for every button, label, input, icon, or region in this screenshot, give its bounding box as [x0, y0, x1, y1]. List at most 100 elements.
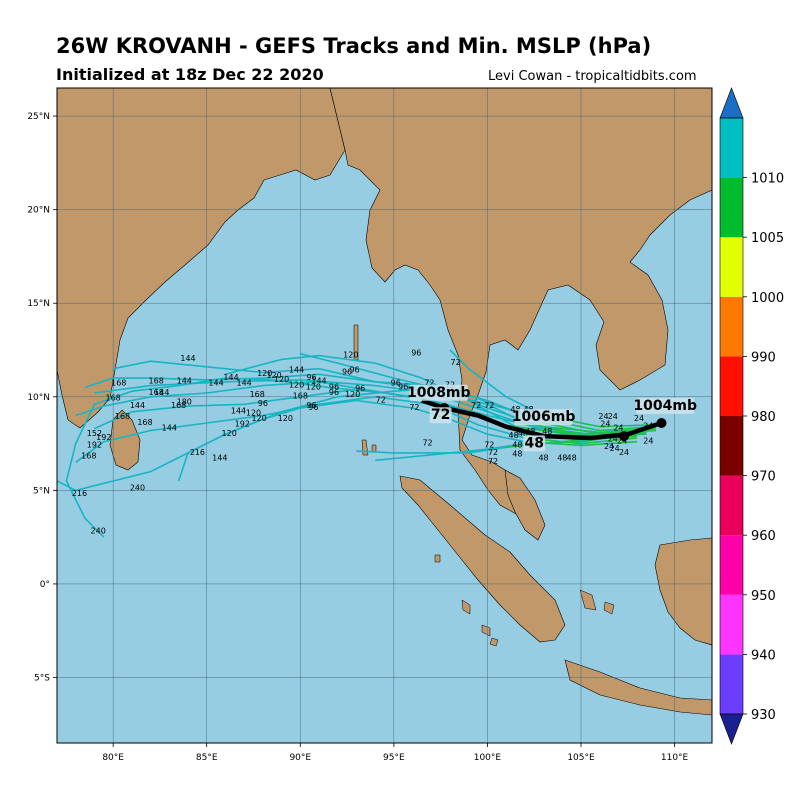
- mean-track-point: [656, 417, 667, 428]
- sumatra: [399, 475, 566, 643]
- mean-label-background: [429, 407, 452, 424]
- forecast-hour-label: 168: [106, 394, 121, 403]
- colorbar-under-arrow: [719, 713, 744, 745]
- colorbar-segment: [720, 654, 743, 714]
- forecast-hour-label: 72: [422, 438, 432, 447]
- forecast-hour-label: 24: [617, 437, 627, 446]
- forecast-hour-label: 48: [512, 440, 522, 449]
- mean-track-point: [619, 431, 630, 442]
- forecast-hour-label: 48: [567, 453, 577, 462]
- forecast-hour-label: 216: [190, 448, 205, 457]
- forecast-hour-label: 144: [154, 388, 169, 397]
- forecast-hour-label: 72: [376, 395, 386, 404]
- mean-track-label: 1004mb: [633, 398, 697, 414]
- forecast-hour-label: 48: [510, 405, 520, 414]
- forecast-hour-label: 24: [608, 435, 618, 444]
- forecast-hour-label: 120: [251, 414, 266, 423]
- forecast-hour-label: 192: [87, 440, 102, 449]
- forecast-hour-label: 144: [289, 365, 304, 374]
- forecast-hour-label: 96: [308, 403, 318, 412]
- colorbar-segment: [720, 237, 743, 297]
- forecast-hour-label: 192: [96, 433, 111, 442]
- forecast-hour-label: 144: [223, 373, 238, 382]
- colorbar-segment: [720, 416, 743, 476]
- lon-tick-label: 105°E: [567, 753, 595, 763]
- colorbar-label: 960: [751, 529, 776, 544]
- forecast-hour-label: 48: [518, 429, 528, 438]
- colorbar-label: 990: [751, 350, 776, 365]
- forecast-hour-label: 24: [598, 412, 608, 421]
- forecast-hour-label: 24: [608, 412, 618, 421]
- colorbar-label: 1005: [751, 231, 784, 246]
- axis-ticks: 80°E 85°E 90°E 95°E 100°E 105°E 110°E 25°N 20°N 1…: [27, 112, 688, 763]
- forecast-hour-label: 120: [246, 409, 261, 418]
- forecast-hour-label: 24: [643, 437, 653, 446]
- forecast-hour-label: 48: [538, 453, 548, 462]
- colorbar-label: 1000: [751, 291, 784, 306]
- map-frame: [56, 87, 713, 744]
- mean-track-label: 1008mb: [407, 385, 471, 401]
- forecast-hour-label: 72: [409, 403, 419, 412]
- forecast-hour-label: 240: [91, 526, 106, 535]
- forecast-hour-label: 120: [266, 371, 281, 380]
- colorbar-segment: [720, 356, 743, 416]
- forecast-hour-label: 24: [610, 444, 620, 453]
- lon-tick-label: 100°E: [474, 753, 502, 763]
- forecast-hour-label: 96: [342, 367, 352, 376]
- lon-tick-label: 90°E: [289, 753, 311, 763]
- colorbar-segment: [720, 296, 743, 357]
- forecast-hour-label: 180: [177, 397, 192, 406]
- forecast-hour-label: 96: [329, 382, 339, 391]
- forecast-hour-label: 96: [355, 384, 365, 393]
- lat-tick-label: 5°S: [34, 674, 50, 684]
- forecast-hour-label: 96: [306, 373, 316, 382]
- forecast-hour-label: 120: [222, 429, 237, 438]
- colorbar-segment: [720, 177, 743, 238]
- forecast-hour-label: 48: [542, 427, 552, 436]
- forecast-hour-label: 120: [257, 369, 272, 378]
- mean-track-label: 1006mb: [512, 409, 576, 425]
- forecast-hour-label: 48: [512, 450, 522, 459]
- colorbar-segment: [720, 475, 743, 536]
- forecast-hour-label: 120: [306, 382, 321, 391]
- mentawai-islands: [434, 554, 499, 647]
- lat-tick-label: 25°N: [27, 112, 50, 122]
- colorbar-segment: [720, 535, 743, 595]
- lat-tick-label: 0°: [40, 580, 50, 590]
- lon-tick-label: 110°E: [661, 753, 689, 763]
- colorbar-segment: [720, 594, 743, 655]
- forecast-hour-label: 72: [488, 448, 498, 457]
- forecast-hour-label: 192: [235, 420, 250, 429]
- colorbar-segment: [720, 118, 743, 178]
- graticule: [57, 88, 712, 743]
- forecast-hour-label: 144: [212, 453, 227, 462]
- forecast-hour-label: 120: [274, 375, 289, 384]
- lon-tick-label: 85°E: [196, 753, 218, 763]
- colorbar-label: 970: [751, 470, 776, 485]
- mean-label-background: [514, 409, 573, 426]
- forecast-hour-label: 24: [613, 423, 623, 432]
- forecast-hour-label: 96: [398, 382, 408, 391]
- forecast-hour-label: 120: [345, 390, 360, 399]
- forecast-hour-label: 24: [600, 420, 610, 429]
- sri-lanka: [109, 409, 141, 471]
- forecast-hour-label: 96: [329, 388, 339, 397]
- lat-tick-label: 10°N: [27, 393, 50, 403]
- forecast-hour-label: 168: [81, 452, 96, 461]
- forecast-hour-label: 168: [137, 418, 152, 427]
- forecast-hour-label: 120: [343, 350, 358, 359]
- init-time: Initialized at 18z Dec 22 2020: [56, 65, 324, 84]
- forecast-hour-label: 48: [509, 431, 519, 440]
- forecast-hour-label: 96: [411, 349, 421, 358]
- pressure-colorbar: 930 940 950 960 970 980 990 1000 1005 1010: [719, 87, 784, 745]
- malay-peninsula: [504, 469, 546, 541]
- forecast-hour-label: 120: [289, 380, 304, 389]
- forecast-hour-label: 96: [258, 399, 268, 408]
- forecast-hour-label: 144: [231, 407, 246, 416]
- forecast-hour-label: 168: [293, 392, 308, 401]
- forecast-hour-label: 96: [349, 365, 359, 374]
- lon-tick-label: 80°E: [102, 753, 124, 763]
- landmasses: [57, 88, 712, 716]
